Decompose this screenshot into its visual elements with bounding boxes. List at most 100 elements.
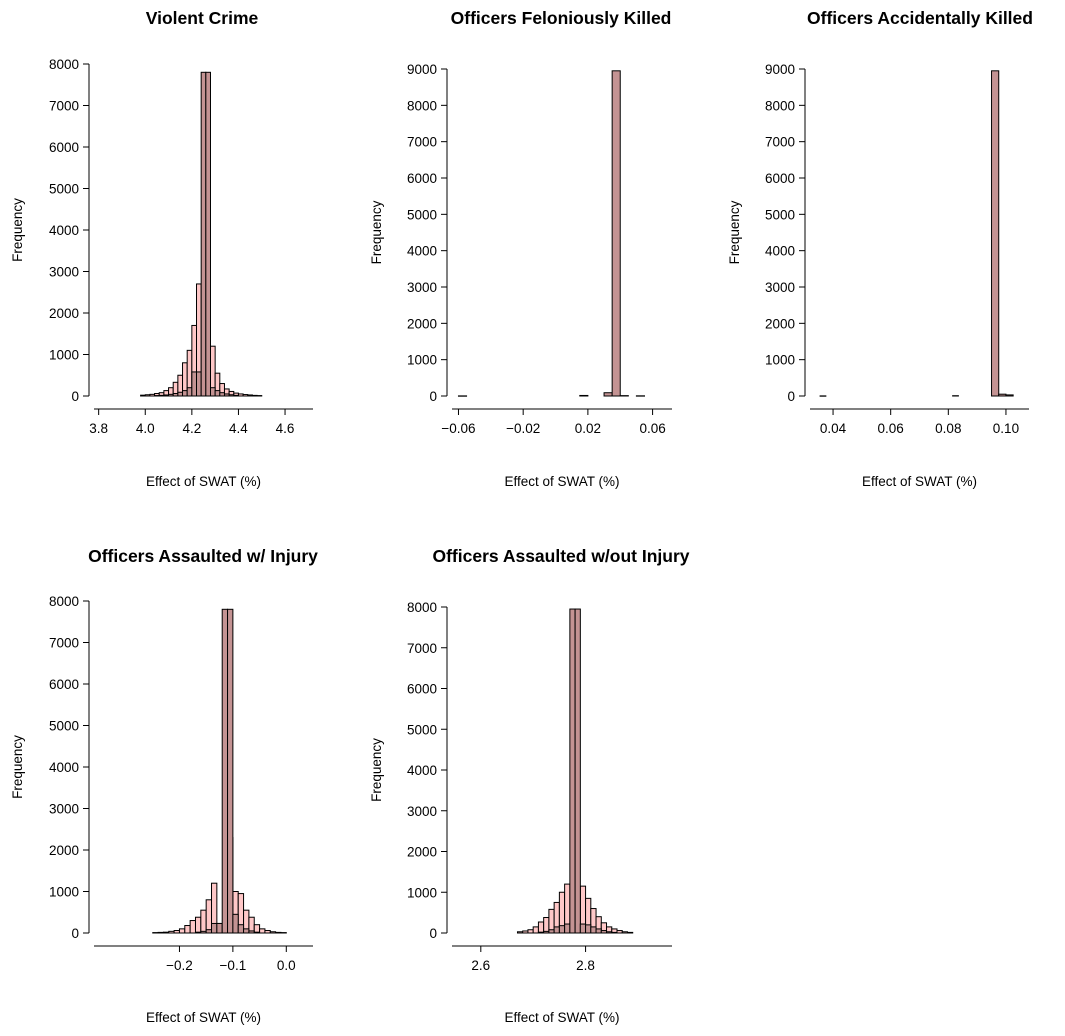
x-tick-label: 4.2 [182,421,201,436]
y-tick-label: 3000 [49,802,79,817]
y-tick-label: 4000 [407,244,437,259]
x-tick-label: 0.08 [935,421,961,436]
histogram-bar-light [185,926,190,933]
histogram-bar-dark [178,392,183,396]
histogram-bar-dark [591,927,596,933]
x-tick-label: 4.6 [276,421,295,436]
y-tick-label: 2000 [407,845,437,860]
histogram-bar-light [622,932,627,933]
histogram-bar-dark [607,932,612,933]
y-tick-label: 2000 [407,316,437,331]
histogram-bar-dark [217,923,222,933]
y-tick-label: 5000 [407,207,437,222]
y-tick-label: 5000 [407,722,437,737]
histogram-bar-light [201,910,206,933]
histogram-bar-dark [570,609,575,933]
y-tick-label: 6000 [49,140,79,155]
histogram-bar-dark [206,930,211,933]
histogram-bar-light [169,931,174,933]
y-tick-label: 5000 [765,207,795,222]
x-tick-label: −0.2 [166,958,193,973]
chart-title: Officers Assaulted w/out Injury [432,546,689,566]
chart-title: Officers Feloniously Killed [451,8,672,28]
y-tick-label: 8000 [49,594,79,609]
y-tick-label: 1000 [49,885,79,900]
x-tick-label: 0.06 [878,421,904,436]
histogram-bar-dark [612,71,620,396]
y-tick-label: 7000 [49,636,79,651]
y-tick-label: 1000 [765,353,795,368]
histogram-bar-dark [206,72,211,396]
x-tick-label: 3.8 [89,421,108,436]
histogram-bar-dark [580,395,588,396]
y-tick-label: 5000 [49,182,79,197]
histogram-bar-dark [228,609,233,933]
y-tick-label: 8000 [765,98,795,113]
histogram-bar-dark [212,923,217,933]
histogram-bar-light [238,394,243,396]
histogram-bar-dark [992,71,999,396]
x-axis-label: Effect of SWAT (%) [146,1010,261,1025]
histogram-bar-dark [201,72,206,396]
histogram-bar-dark [1006,395,1013,396]
x-tick-label: 2.8 [576,958,595,973]
x-axis-label: Effect of SWAT (%) [504,1010,619,1025]
histogram-bar-light [150,394,155,396]
histogram-bar-dark [169,394,174,396]
histogram-bar-dark [238,925,243,933]
histogram-bar-dark [604,393,612,396]
y-tick-label: 3000 [407,804,437,819]
histogram-bar-dark [159,395,164,396]
histogram-bar-light [179,929,184,933]
histogram-bar-light [206,900,211,933]
histogram-bar-dark [244,929,249,933]
histogram-bar-dark [999,394,1006,396]
histogram-bar-dark [201,931,206,933]
y-tick-label: 2000 [765,316,795,331]
chart-title: Officers Assaulted w/ Injury [88,546,318,566]
y-tick-label: 7000 [407,135,437,150]
y-tick-label: 0 [71,389,79,404]
histogram-bar-dark [538,932,543,933]
y-tick-label: 4000 [407,763,437,778]
y-tick-label: 2000 [49,843,79,858]
histogram-bar-dark [580,924,585,933]
histogram-bar-light [265,931,270,933]
histogram-bar-light [523,931,528,933]
y-tick-label: 1000 [49,348,79,363]
histogram-bar-light [270,932,275,933]
chart-title: Officers Accidentally Killed [807,8,1033,28]
histogram-bar-light [617,931,622,933]
chart-title: Violent Crime [146,8,259,28]
y-axis-label: Frequency [727,200,742,264]
y-tick-label: 1000 [407,885,437,900]
histogram-bar-dark [195,932,200,933]
histogram-bar-light [538,922,543,933]
histogram-bar-dark [575,609,580,933]
histogram-bar-light [195,917,200,933]
histogram-bar-dark [612,932,617,933]
histogram-bar-light [248,395,253,396]
x-tick-label: 2.6 [471,958,490,973]
y-tick-label: 0 [429,926,437,941]
y-tick-label: 0 [71,926,79,941]
histogram-bar-dark [234,395,239,396]
y-tick-label: 6000 [765,171,795,186]
x-tick-label: −0.06 [441,421,475,436]
y-axis-label: Frequency [369,200,384,264]
histogram-bar-light [145,395,150,396]
x-axis-label: Effect of SWAT (%) [146,474,261,489]
histogram-bar-dark [215,391,220,396]
histogram-bar-dark [224,394,229,396]
y-tick-label: 4000 [49,760,79,775]
y-tick-label: 3000 [49,265,79,280]
histogram-bar-dark [254,932,259,933]
histogram-bar-dark [183,391,188,396]
y-tick-label: 1000 [407,353,437,368]
histogram-bar-light [243,395,248,396]
histogram-bar-dark [220,393,225,396]
y-axis-label: Frequency [10,735,25,799]
histogram-bar-light [517,932,522,933]
histogram-bar-dark [596,929,601,933]
y-tick-label: 0 [787,389,795,404]
